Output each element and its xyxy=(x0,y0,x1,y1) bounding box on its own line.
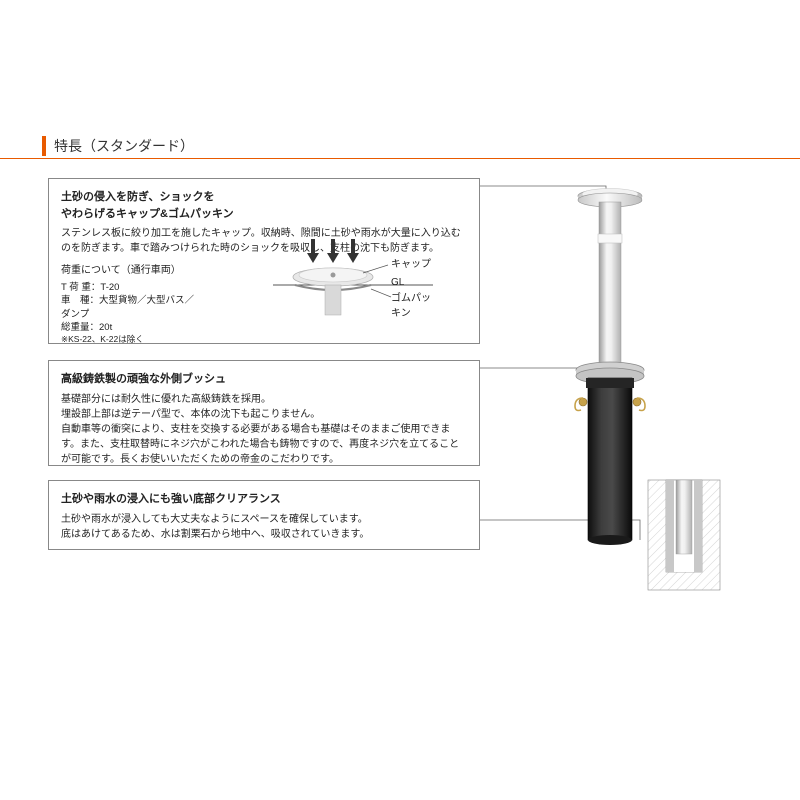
callout-title-line1: 土砂の侵入を防ぎ、ショックを xyxy=(61,191,214,203)
callout-body: 土砂や雨水が浸入しても大丈夫なようにスペースを確保しています。 底はあけてあるた… xyxy=(61,512,467,542)
pipe-wall-right xyxy=(694,480,702,572)
cap-leader xyxy=(363,265,388,273)
pole-upper xyxy=(599,202,621,370)
cap-label: キャップ xyxy=(391,257,431,272)
header-underline xyxy=(0,158,800,159)
pipe-wall-left xyxy=(666,480,674,572)
lock-pin-right xyxy=(633,398,645,411)
callout-bush: 高級鋳鉄製の頑強な外側ブッシュ 基礎部分には耐久性に優れた高級鋳鉄を採用。 埋設… xyxy=(48,360,480,466)
gl-label: GL xyxy=(391,275,404,290)
cap-cross-section: キャップ GL ゴムパッキン xyxy=(273,235,433,325)
cap-stem xyxy=(325,285,341,315)
outer-sleeve xyxy=(588,378,632,540)
force-arrows xyxy=(307,239,359,263)
product-diagram xyxy=(560,180,730,600)
callout-body: 基礎部分には耐久性に優れた高級鋳鉄を採用。 埋設部上部は逆テーパ型で、本体の沈下… xyxy=(61,392,467,467)
product-svg xyxy=(560,180,730,600)
callout-title: 土砂や雨水の浸入にも強い底部クリアランス xyxy=(61,491,467,508)
callout-cap: 土砂の侵入を防ぎ、ショックを やわらげるキャップ&ゴムパッキン ステンレス板に絞… xyxy=(48,178,480,344)
section-header: 特長（スタンダード） xyxy=(42,136,194,156)
lock-pin-left xyxy=(575,398,587,411)
gom-leader xyxy=(371,289,391,297)
callout-title-line2: やわらげるキャップ&ゴムパッキン xyxy=(61,208,234,220)
callout-title: 土砂の侵入を防ぎ、ショックを やわらげるキャップ&ゴムパッキン xyxy=(61,189,467,222)
callout-clearance: 土砂や雨水の浸入にも強い底部クリアランス 土砂や雨水が浸入しても大丈夫なようにス… xyxy=(48,480,480,550)
callout-title: 高級鋳鉄製の頑強な外側ブッシュ xyxy=(61,371,467,388)
sleeve-top-ring xyxy=(586,378,634,388)
section-title: 特長（スタンダード） xyxy=(54,138,194,154)
gom-label: ゴムパッキン xyxy=(391,291,433,321)
inner-pole-cutaway xyxy=(676,480,692,554)
bottom-clearance xyxy=(674,562,694,572)
sleeve-bottom-cap xyxy=(588,535,632,545)
cap-center xyxy=(331,273,336,278)
reflective-band xyxy=(598,234,622,243)
load-note: ※KS-22、K-22は除く xyxy=(61,334,467,346)
